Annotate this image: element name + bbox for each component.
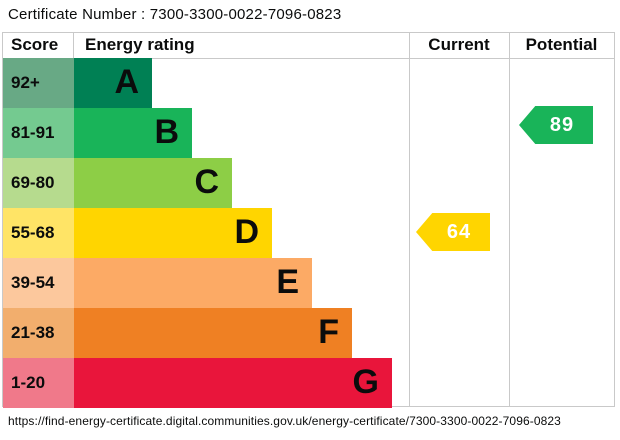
- score-range-c: 69-80: [3, 158, 74, 208]
- score-range-b: 81-91: [3, 108, 74, 158]
- score-range-a: 92+: [3, 58, 74, 108]
- certificate-number: Certificate Number : 7300-3300-0022-7096…: [8, 6, 342, 23]
- epc-row-b: 81-91 B: [3, 108, 392, 158]
- rating-band-g: G: [74, 358, 392, 408]
- header-score: Score: [11, 35, 59, 54]
- score-range-g: 1-20: [3, 358, 74, 408]
- header-current: Current: [428, 35, 490, 54]
- header-potential: Potential: [525, 35, 598, 54]
- epc-row-c: 69-80 C: [3, 158, 392, 208]
- chart-header-row: Score Energy rating Current Potential: [3, 33, 614, 59]
- certificate-url: https://find-energy-certificate.digital.…: [8, 414, 561, 428]
- rating-band-e: E: [74, 258, 312, 308]
- epc-row-a: 92+ A: [3, 58, 392, 108]
- rating-bands: 92+ A 81-91 B 69-80 C 55-68 D 39-54 E 21-38 F 1-20 G: [3, 58, 392, 408]
- header-divider-score-rating: [73, 33, 74, 58]
- rating-band-b: B: [74, 108, 192, 158]
- epc-row-f: 21-38 F: [3, 308, 392, 358]
- rating-band-a: A: [74, 58, 152, 108]
- epc-row-d: 55-68 D: [3, 208, 392, 258]
- score-range-f: 21-38: [3, 308, 74, 358]
- energy-rating-chart: Score Energy rating Current Potential 92…: [2, 32, 615, 408]
- score-range-d: 55-68: [3, 208, 74, 258]
- rating-band-d: D: [74, 208, 272, 258]
- potential-rating-arrow: 89: [519, 106, 593, 144]
- column-divider-rating-current: [409, 33, 410, 406]
- column-divider-current-potential: [509, 33, 510, 406]
- rating-band-f: F: [74, 308, 352, 358]
- epc-row-e: 39-54 E: [3, 258, 392, 308]
- rating-band-c: C: [74, 158, 232, 208]
- header-energy-rating: Energy rating: [85, 35, 195, 54]
- score-range-e: 39-54: [3, 258, 74, 308]
- current-rating-arrow: 64: [416, 213, 490, 251]
- epc-row-g: 1-20 G: [3, 358, 392, 408]
